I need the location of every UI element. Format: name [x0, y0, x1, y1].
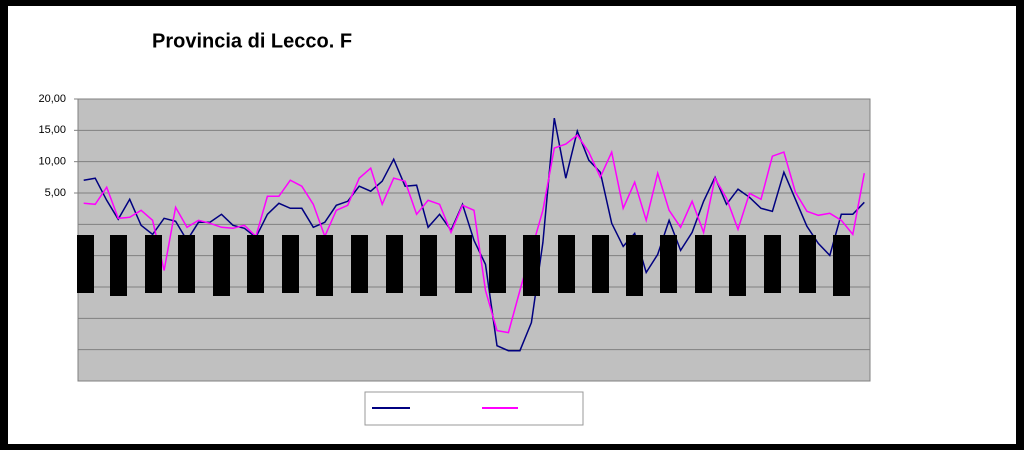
redaction-box — [489, 235, 506, 293]
redaction-box — [626, 235, 643, 296]
redaction-box — [351, 235, 368, 293]
redaction-box — [833, 235, 850, 296]
series-line — [83, 117, 865, 352]
y-tick-label: 15,00 — [38, 124, 66, 136]
redaction-box — [178, 235, 195, 293]
series-line — [83, 134, 866, 334]
redaction-box — [420, 235, 437, 296]
redaction-box — [282, 235, 299, 293]
redaction-box — [660, 235, 677, 293]
redaction-box — [145, 235, 162, 293]
y-tick-label: 5,00 — [45, 187, 66, 199]
redaction-box — [799, 235, 816, 293]
chart-title: Provincia di Lecco. F — [152, 30, 352, 52]
redaction-box — [455, 235, 472, 293]
redaction-box — [386, 235, 403, 293]
redaction-box — [316, 235, 333, 296]
redaction-box — [729, 235, 746, 296]
redaction-box — [213, 235, 230, 296]
redaction-box — [592, 235, 609, 293]
redaction-box — [110, 235, 127, 296]
y-tick-label: 20,00 — [38, 93, 66, 105]
redaction-box — [77, 235, 94, 293]
redaction-box — [247, 235, 264, 293]
redaction-box — [558, 235, 575, 293]
redaction-box — [764, 235, 781, 293]
redaction-box — [695, 235, 712, 293]
redaction-box — [523, 235, 540, 296]
y-tick-label: 10,00 — [38, 156, 66, 168]
